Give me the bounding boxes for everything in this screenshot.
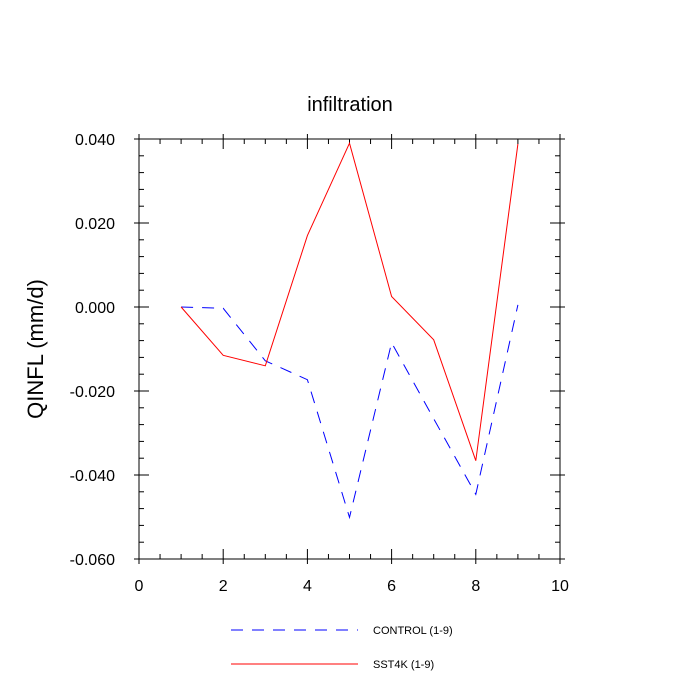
x-tick-label: 10 — [551, 578, 569, 595]
x-tick-label: 4 — [303, 578, 312, 595]
x-tick-label: 2 — [219, 578, 228, 595]
plot-frame — [138, 138, 561, 560]
y-tick-label: 0.040 — [75, 132, 115, 149]
y-tick-label: -0.040 — [70, 468, 115, 485]
axis-ticks: 0 2 4 6 8 10 -0.060 -0.040 -0.020 0.000 0.020 0.040 — [70, 132, 569, 595]
series-lines — [180, 141, 519, 520]
y-tick-label: 0.020 — [75, 216, 115, 233]
y-axis-label: QINFL (mm/d) — [23, 279, 48, 419]
series-line-control — [181, 304, 519, 520]
y-tick-label: 0.000 — [75, 300, 115, 317]
legend-label-control: CONTROL (1-9) — [373, 625, 453, 637]
series-line-sst4k — [180, 141, 519, 461]
y-tick-label: -0.060 — [70, 552, 115, 569]
x-tick-label: 8 — [471, 578, 480, 595]
legend-label-sst4k: SST4K (1-9) — [373, 659, 434, 671]
chart-title: infiltration — [307, 94, 393, 116]
legend: CONTROL (1-9) SST4K (1-9) — [231, 625, 453, 671]
y-tick-label: -0.020 — [70, 384, 115, 401]
plot-area — [138, 138, 561, 560]
x-tick-label: 6 — [387, 578, 396, 595]
x-tick-label: 0 — [135, 578, 144, 595]
